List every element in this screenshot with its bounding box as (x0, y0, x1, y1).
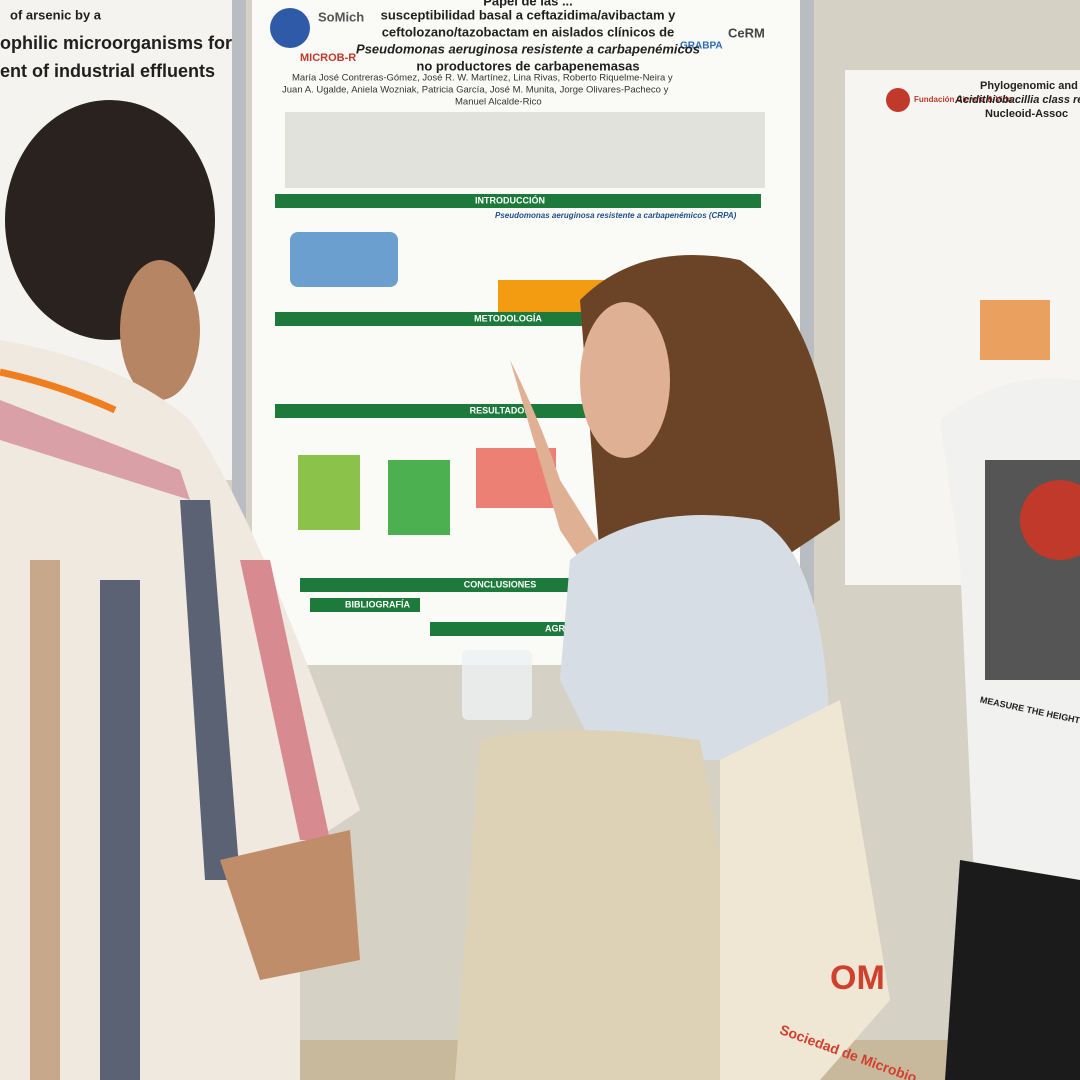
bag-text: OM (830, 959, 885, 997)
poster-title: ent of industrial effluents (0, 61, 215, 81)
poster-title: Pseudomonas aeruginosa resistente a carb… (356, 41, 700, 56)
poster-title: of arsenic by a (10, 7, 102, 22)
poster-title: susceptibilidad basal a ceftazidima/avib… (381, 7, 677, 22)
cup (462, 650, 532, 720)
figure (290, 232, 398, 287)
authors: Manuel Alcalde-Rico (455, 97, 542, 108)
authors: María José Contreras-Gómez, José R. W. M… (292, 73, 673, 84)
stripe (0, 400, 190, 500)
striped-shirt (560, 515, 830, 760)
arm (510, 360, 610, 590)
poster-title: Phylogenomic and pa (980, 80, 1080, 92)
face (580, 302, 670, 458)
logo-text: GRABPA (680, 41, 723, 52)
poster-title: Papel de las ... (483, 0, 573, 8)
stripe (240, 560, 330, 840)
jacket (455, 730, 760, 1080)
stripe (180, 500, 240, 880)
section-bar (275, 404, 600, 418)
stripe (30, 560, 60, 1080)
section-header: BIBLIOGRAFÍA (345, 599, 410, 609)
logo (270, 8, 310, 48)
poster-title: no productores de carbapenemasas (416, 58, 639, 73)
poster-title: ophilic microorganisms for (0, 33, 232, 53)
section-bar (310, 598, 420, 612)
logo (886, 88, 910, 112)
poster-title: ceftolozano/tazobactam en aislados clíni… (382, 24, 675, 39)
section-header: INTRODUCCIÓN (475, 194, 545, 205)
section-header: CONCLUSIONES (464, 579, 537, 589)
logo-text: Fundación Ciencia & Vida (914, 95, 1013, 104)
stripe (100, 580, 140, 1080)
section-bar (275, 312, 600, 326)
section-header: RESULTADOS (470, 405, 531, 415)
lanyard (0, 368, 117, 414)
affiliations (285, 112, 765, 188)
authors: Juan A. Ugalde, Aniela Wozniak, Patricia… (282, 85, 669, 96)
poster-title: Acidithiobacillia class reve (954, 94, 1080, 106)
tote-bag (720, 700, 890, 1080)
person-pants (945, 860, 1080, 1080)
logo-text: SoMich (318, 9, 364, 24)
poster-title: Nucleoid-Assoc (985, 108, 1068, 120)
figure (388, 460, 450, 535)
arm (220, 830, 360, 980)
logo-text: CeRM (728, 25, 765, 40)
figure (980, 300, 1050, 360)
section-bar (275, 194, 761, 208)
section-bar (300, 578, 580, 592)
figure (298, 455, 360, 530)
ear-neck (120, 260, 200, 400)
section-header: AGRA (545, 623, 572, 633)
section-header: METODOLOGÍA (474, 313, 542, 323)
shirt-print (1020, 480, 1080, 560)
subtitle: Pseudomonas aeruginosa resistente a carb… (495, 211, 737, 220)
section-bar (430, 622, 565, 636)
logo-text: MICROB-R (300, 52, 356, 64)
